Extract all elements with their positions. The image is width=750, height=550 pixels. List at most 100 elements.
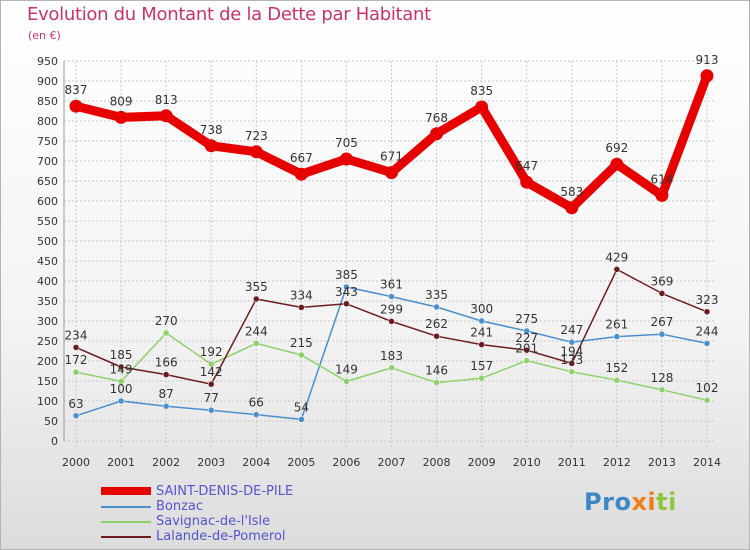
data-point [117, 397, 125, 405]
data-point [339, 152, 353, 166]
y-tick-label: 700 [37, 155, 58, 168]
data-label: 152 [605, 361, 628, 375]
data-point [703, 396, 711, 404]
data-label: 100 [110, 382, 133, 396]
data-label: 275 [515, 312, 538, 326]
data-point [72, 368, 80, 376]
legend-swatch [101, 506, 151, 508]
data-label: 194 [560, 344, 583, 358]
data-point [298, 351, 305, 359]
data-label: 63 [68, 397, 83, 411]
data-point [298, 416, 305, 423]
data-label: 166 [155, 356, 178, 370]
x-tick-label: 2011 [558, 456, 586, 469]
data-point [700, 69, 714, 83]
data-label: 835 [470, 84, 493, 98]
data-label: 300 [470, 302, 493, 316]
data-label: 149 [335, 362, 358, 376]
data-point [610, 157, 624, 171]
y-tick-label: 100 [37, 395, 58, 408]
data-label: 671 [380, 150, 403, 164]
data-point [343, 378, 350, 385]
data-label: 583 [560, 185, 583, 199]
data-point [703, 340, 711, 347]
proxiti-logo: Proxiti [584, 488, 677, 516]
data-label: 102 [696, 381, 719, 395]
y-tick-label: 250 [37, 335, 58, 348]
legend-label: SAINT-DENIS-DE-PILE [156, 484, 294, 499]
legend-swatch [101, 521, 151, 523]
data-point [520, 175, 534, 189]
x-tick-label: 2010 [513, 456, 541, 469]
logo-letter: i [668, 488, 677, 516]
data-label: 809 [110, 94, 133, 108]
data-label: 149 [110, 362, 133, 376]
data-label: 270 [155, 314, 178, 328]
data-label: 261 [605, 318, 628, 332]
data-point [565, 201, 579, 215]
data-point [72, 412, 80, 420]
data-label: 723 [245, 129, 268, 143]
data-label: 87 [159, 387, 174, 401]
data-point [433, 332, 440, 340]
x-tick-label: 2012 [603, 456, 631, 469]
y-tick-label: 300 [37, 315, 58, 328]
data-point [388, 364, 395, 372]
data-point [523, 346, 530, 354]
data-point [162, 402, 170, 410]
y-tick-label: 900 [37, 75, 58, 88]
data-point [433, 303, 440, 311]
chart-subtitle: (en €) [28, 29, 61, 42]
data-label: 142 [200, 365, 223, 379]
data-label: 241 [470, 326, 493, 340]
data-label: 66 [249, 396, 264, 410]
y-tick-label: 200 [37, 355, 58, 368]
data-label: 323 [696, 293, 719, 307]
x-tick-label: 2005 [287, 456, 315, 469]
data-point [207, 406, 215, 414]
data-label: 343 [335, 285, 358, 299]
data-label: 215 [290, 336, 313, 350]
data-point [207, 380, 215, 388]
y-tick-label: 600 [37, 195, 58, 208]
legend-label: Savignac-de-l'Isle [156, 514, 271, 529]
data-point [568, 368, 576, 376]
y-tick-label: 850 [37, 95, 58, 108]
data-label: 244 [245, 324, 268, 338]
legend-swatch [101, 487, 151, 495]
y-tick-label: 800 [37, 115, 58, 128]
data-label: 299 [380, 302, 403, 316]
data-label: 234 [65, 328, 88, 342]
data-label: 173 [560, 353, 583, 367]
x-tick-label: 2006 [332, 456, 360, 469]
logo-letter: o [614, 488, 632, 516]
legend-swatch [101, 536, 151, 538]
chart-title: Evolution du Montant de la Dette par Hab… [27, 4, 431, 25]
y-tick-label: 0 [51, 435, 58, 448]
data-point [343, 283, 350, 291]
data-point [385, 166, 398, 180]
legend-label: Lalande-de-Pomerol [156, 529, 286, 544]
data-point [298, 304, 305, 311]
data-point [523, 357, 530, 364]
legend-label: Bonzac [156, 499, 204, 514]
data-label: 647 [515, 159, 538, 173]
data-point [658, 290, 666, 297]
y-tick-label: 450 [37, 255, 58, 268]
data-point [478, 341, 485, 348]
y-tick-label: 750 [37, 135, 58, 148]
data-point [655, 188, 669, 202]
y-tick-label: 150 [37, 375, 58, 388]
data-label: 361 [380, 278, 403, 292]
data-point [72, 344, 80, 351]
data-point [478, 374, 485, 382]
x-tick-label: 2013 [648, 456, 676, 469]
data-label: 385 [335, 268, 358, 282]
data-point [204, 139, 218, 153]
data-point [658, 386, 666, 394]
data-point [253, 295, 260, 303]
x-tick-label: 2003 [197, 456, 225, 469]
y-tick-label: 650 [37, 175, 58, 188]
